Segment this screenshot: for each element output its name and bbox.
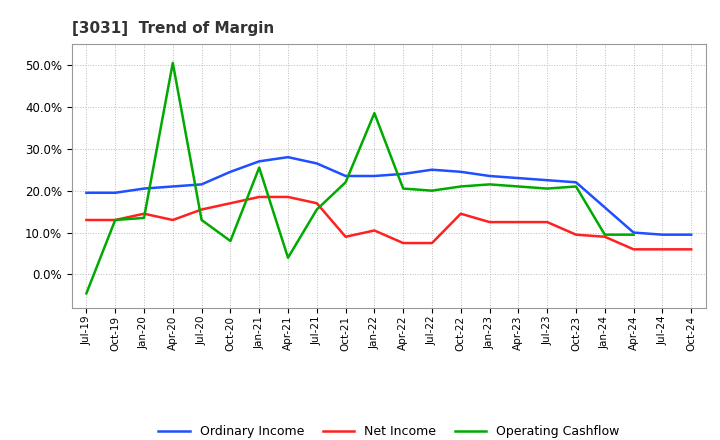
Operating Cashflow <box>312 207 321 212</box>
Operating Cashflow <box>82 291 91 296</box>
Line: Operating Cashflow: Operating Cashflow <box>86 63 634 293</box>
Operating Cashflow <box>197 217 206 223</box>
Net Income <box>456 211 465 216</box>
Net Income <box>399 240 408 246</box>
Net Income <box>687 247 696 252</box>
Net Income <box>629 247 638 252</box>
Operating Cashflow <box>600 232 609 237</box>
Net Income <box>572 232 580 237</box>
Operating Cashflow <box>629 232 638 237</box>
Operating Cashflow <box>428 188 436 193</box>
Ordinary Income <box>111 190 120 195</box>
Operating Cashflow <box>456 184 465 189</box>
Ordinary Income <box>312 161 321 166</box>
Legend: Ordinary Income, Net Income, Operating Cashflow: Ordinary Income, Net Income, Operating C… <box>158 425 619 438</box>
Ordinary Income <box>629 230 638 235</box>
Ordinary Income <box>140 186 148 191</box>
Net Income <box>140 211 148 216</box>
Net Income <box>514 220 523 225</box>
Net Income <box>111 217 120 223</box>
Net Income <box>168 217 177 223</box>
Operating Cashflow <box>485 182 494 187</box>
Net Income <box>197 207 206 212</box>
Net Income <box>312 201 321 206</box>
Operating Cashflow <box>284 255 292 260</box>
Ordinary Income <box>82 190 91 195</box>
Net Income <box>485 220 494 225</box>
Ordinary Income <box>428 167 436 172</box>
Ordinary Income <box>168 184 177 189</box>
Operating Cashflow <box>226 238 235 244</box>
Ordinary Income <box>284 154 292 160</box>
Ordinary Income <box>399 171 408 176</box>
Operating Cashflow <box>111 217 120 223</box>
Ordinary Income <box>197 182 206 187</box>
Operating Cashflow <box>140 215 148 220</box>
Line: Ordinary Income: Ordinary Income <box>86 157 691 235</box>
Ordinary Income <box>687 232 696 237</box>
Ordinary Income <box>485 173 494 179</box>
Text: [3031]  Trend of Margin: [3031] Trend of Margin <box>72 21 274 36</box>
Net Income <box>543 220 552 225</box>
Operating Cashflow <box>514 184 523 189</box>
Net Income <box>226 201 235 206</box>
Operating Cashflow <box>572 184 580 189</box>
Operating Cashflow <box>399 186 408 191</box>
Operating Cashflow <box>543 186 552 191</box>
Ordinary Income <box>456 169 465 174</box>
Operating Cashflow <box>370 110 379 116</box>
Net Income <box>658 247 667 252</box>
Ordinary Income <box>514 176 523 181</box>
Operating Cashflow <box>168 60 177 66</box>
Line: Net Income: Net Income <box>86 197 691 249</box>
Ordinary Income <box>543 178 552 183</box>
Net Income <box>370 228 379 233</box>
Ordinary Income <box>341 173 350 179</box>
Ordinary Income <box>370 173 379 179</box>
Operating Cashflow <box>341 180 350 185</box>
Net Income <box>600 234 609 239</box>
Net Income <box>428 240 436 246</box>
Operating Cashflow <box>255 165 264 170</box>
Ordinary Income <box>658 232 667 237</box>
Ordinary Income <box>226 169 235 174</box>
Ordinary Income <box>255 159 264 164</box>
Net Income <box>341 234 350 239</box>
Net Income <box>284 194 292 200</box>
Ordinary Income <box>600 205 609 210</box>
Ordinary Income <box>572 180 580 185</box>
Net Income <box>255 194 264 200</box>
Net Income <box>82 217 91 223</box>
